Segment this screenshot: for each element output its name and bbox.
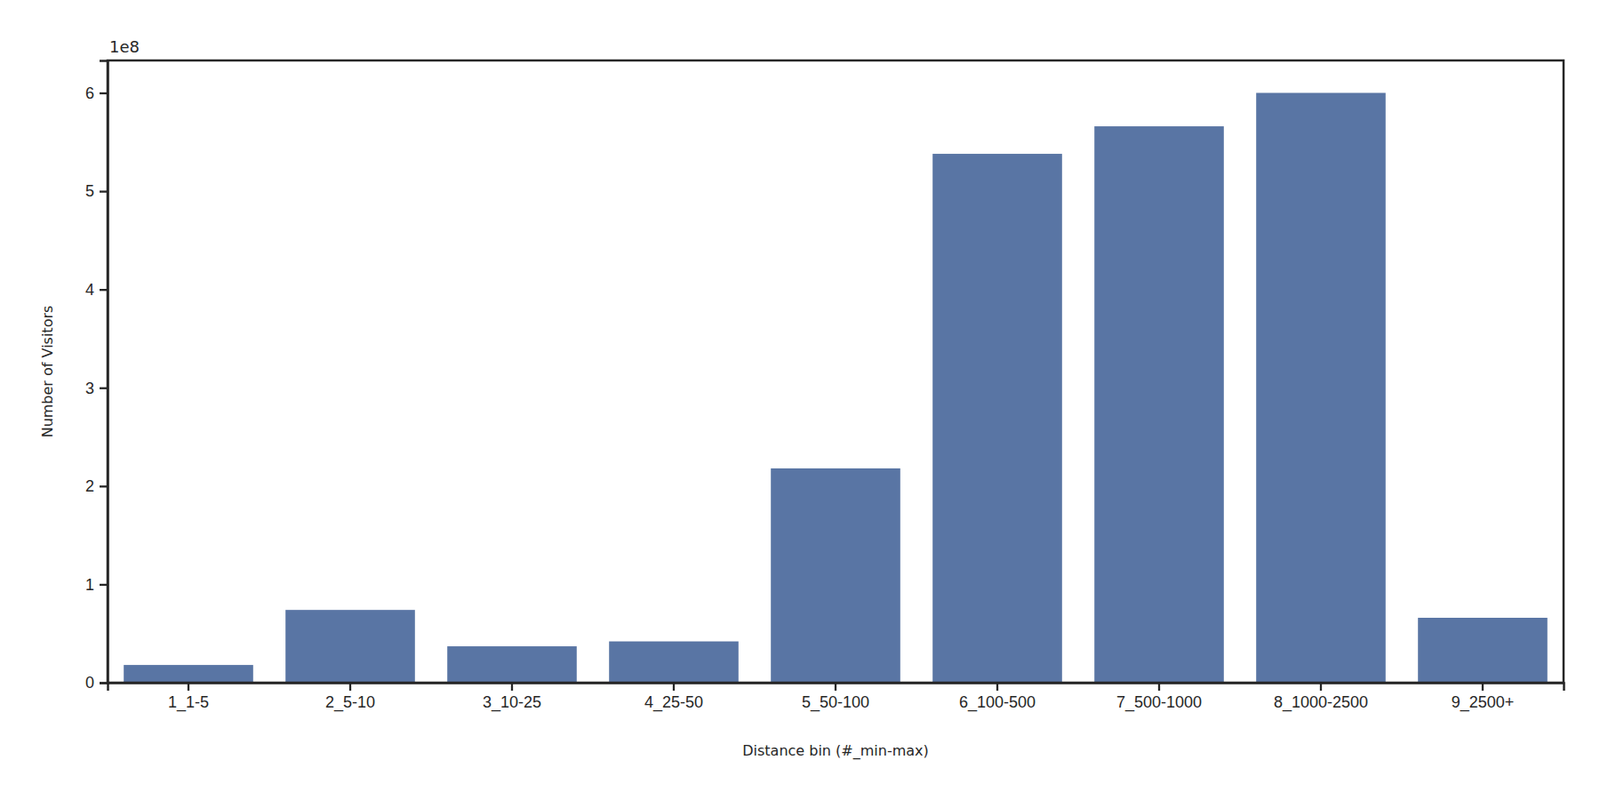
x-tick: 7_500-1000 [1116, 682, 1202, 712]
plot-frame [107, 60, 1564, 683]
bar [285, 609, 416, 683]
x-tick-label: 4_25-50 [644, 693, 704, 712]
bar [770, 468, 901, 683]
x-tick-label: 2_5-10 [325, 693, 376, 712]
axis-offset-label: 1e8 [109, 37, 140, 56]
x-axis-line [108, 683, 1565, 692]
y-axis-title: Number of Visitors [39, 305, 56, 439]
y-tick-label: 0 [85, 673, 95, 692]
x-axis: 1_1-5 2_5-10 3_10-25 4_25-50 5_50-100 6_100-5… [108, 682, 1565, 712]
x-tick-label: 8_1000-2500 [1273, 693, 1368, 712]
y-tick-label: 1 [85, 576, 95, 594]
y-tick-label: 5 [85, 182, 95, 200]
y-tick-label: 6 [85, 84, 95, 103]
y-tick-mark [99, 190, 108, 192]
y-tick-label: 4 [85, 280, 95, 299]
x-tick-label: 5_50-100 [801, 693, 870, 712]
x-tick-mark [1320, 682, 1322, 691]
x-tick: 6_100-500 [959, 682, 1036, 712]
y-tick-label: 2 [85, 477, 95, 496]
y-tick-mark [99, 681, 108, 684]
y-tick: 5 [85, 182, 108, 200]
x-tick-label: 3_10-25 [482, 693, 542, 712]
x-tick-mark [511, 682, 513, 691]
x-tick: 4_25-50 [644, 682, 704, 712]
x-tick-mark [187, 682, 190, 691]
bar [608, 641, 739, 683]
x-tick-mark [834, 682, 837, 691]
y-tick: 4 [85, 280, 108, 299]
x-tick-mark [672, 682, 675, 691]
bar [1417, 617, 1548, 683]
y-tick-label: 3 [85, 379, 95, 398]
plot-area: 1_1-5 2_5-10 3_10-25 4_25-50 5_50-100 6_100-5… [85, 60, 1565, 712]
y-tick-mark [99, 288, 108, 291]
x-axis-title: Distance bin (#_min-max) [742, 742, 929, 760]
y-tick-mark [99, 387, 108, 390]
bar [123, 664, 254, 683]
y-tick: 3 [85, 379, 108, 398]
x-tick-mark [996, 682, 999, 691]
x-tick-label: 9_2500+ [1451, 693, 1515, 712]
y-tick: 0 [85, 673, 108, 692]
x-tick: 1_1-5 [168, 682, 209, 712]
chart: 1_1-5 2_5-10 3_10-25 4_25-50 5_50-100 6_100-5… [0, 0, 1600, 800]
x-tick-label: 1_1-5 [168, 693, 209, 712]
bars [123, 92, 1548, 683]
x-tick: 8_1000-2500 [1273, 682, 1368, 712]
y-axis: 0 1 2 3 4 5 6 [85, 61, 109, 693]
y-tick-mark [99, 92, 108, 95]
bar [447, 646, 577, 683]
y-tick-mark [99, 485, 108, 488]
x-tick-mark [1481, 682, 1484, 691]
bar [1094, 126, 1224, 683]
x-tick-label: 6_100-500 [959, 693, 1036, 712]
x-tick-mark [349, 682, 352, 691]
y-tick: 1 [85, 576, 108, 594]
y-tick: 2 [85, 477, 108, 496]
y-tick-mark [99, 584, 108, 586]
x-tick: 9_2500+ [1451, 682, 1515, 712]
x-tick-label: 7_500-1000 [1116, 693, 1202, 712]
x-tick: 2_5-10 [325, 682, 376, 712]
y-tick: 6 [85, 84, 108, 103]
bar [932, 153, 1063, 683]
bar [1256, 92, 1386, 683]
x-tick: 3_10-25 [482, 682, 542, 712]
x-tick: 5_50-100 [801, 682, 870, 712]
x-tick-mark [1158, 682, 1160, 691]
